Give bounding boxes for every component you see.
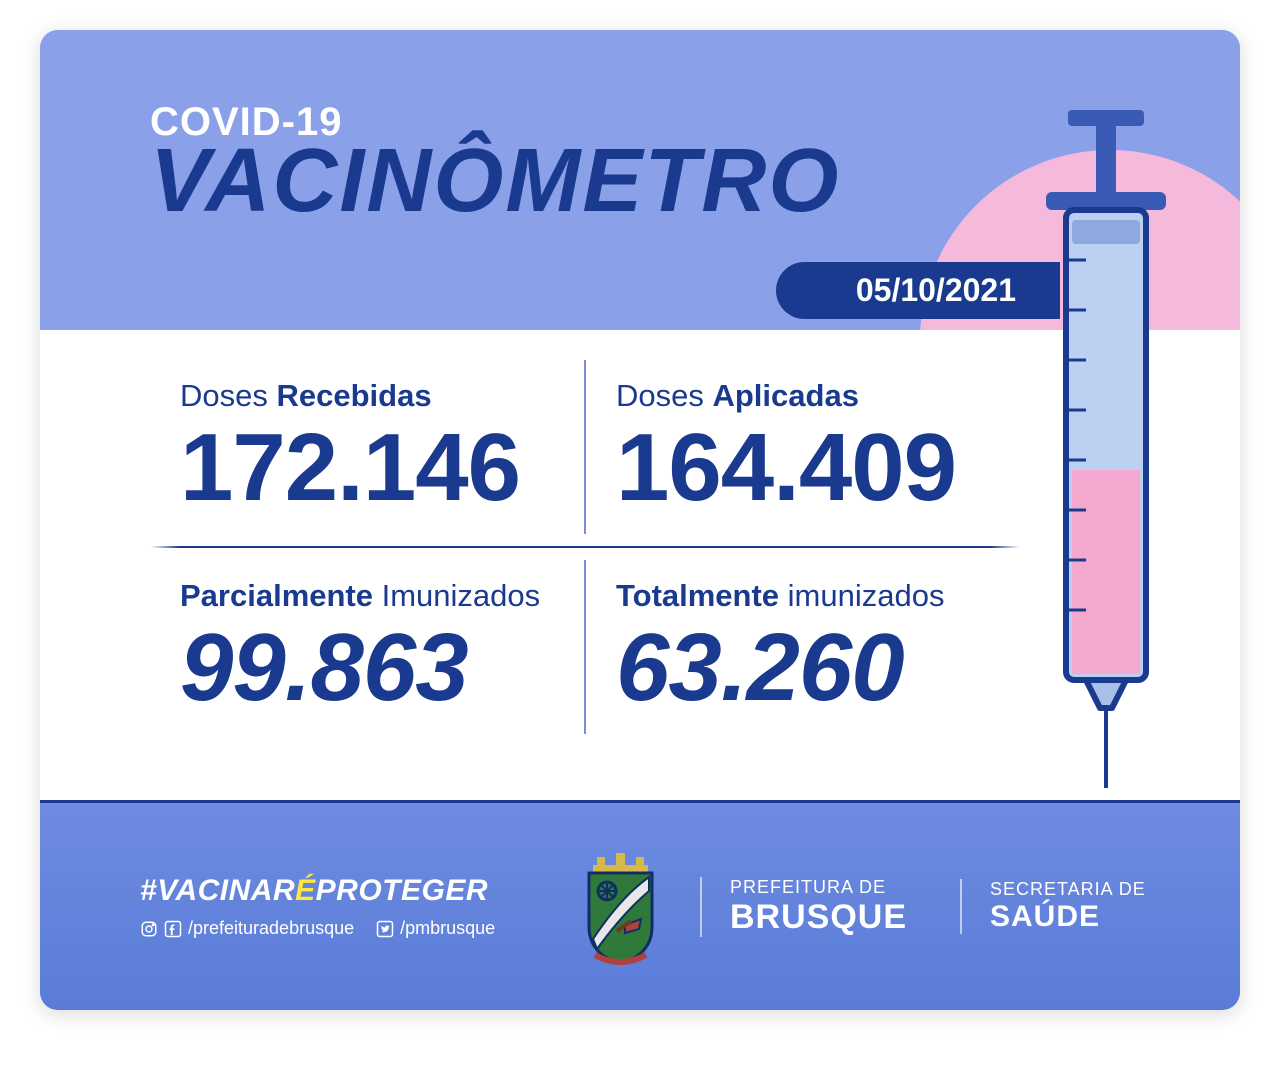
hashtag-word1: VACINAR [157, 874, 295, 907]
stat-value: 99.863 [180, 620, 554, 716]
title-block: COVID-19 VACINÔMETRO [150, 100, 840, 225]
date-pill: 05/10/2021 [776, 262, 1060, 319]
stat-parcialmente-imunizados: Parcialmente Imunizados 99.863 [150, 560, 584, 734]
stat-value: 172.146 [180, 420, 554, 516]
instagram-icon [140, 920, 158, 938]
stat-label: Parcialmente Imunizados [180, 578, 554, 614]
twitter-icon [376, 920, 394, 938]
hashtag-hash: # [140, 874, 157, 907]
footer-org: PREFEITURA DE BRUSQUE [700, 877, 960, 937]
org-small: PREFEITURA DE [730, 877, 960, 898]
social-item-twitter: /pmbrusque [376, 918, 495, 939]
dept-small: SECRETARIA DE [990, 879, 1180, 900]
social-handles: /prefeituradebrusque /pmbrusque [140, 918, 560, 939]
stat-label-bold: Recebidas [276, 378, 431, 413]
stat-totalmente-imunizados: Totalmente imunizados 63.260 [584, 560, 1020, 734]
stat-label-light: Doses [616, 378, 712, 413]
syringe-icon [1036, 110, 1176, 790]
stat-label: Doses Aplicadas [616, 378, 990, 414]
org-big: BRUSQUE [730, 898, 960, 937]
stat-doses-aplicadas: Doses Aplicadas 164.409 [584, 360, 1020, 534]
stat-label-bold: Totalmente [616, 578, 788, 613]
social-handle-1: /prefeituradebrusque [188, 918, 354, 939]
stat-label-light: Doses [180, 378, 276, 413]
hashtag-word2: PROTEGER [316, 874, 488, 907]
stat-value: 164.409 [616, 420, 990, 516]
stat-label: Totalmente imunizados [616, 578, 990, 614]
data-row-1: Doses Recebidas 172.146 Doses Aplicadas … [150, 360, 1020, 534]
hashtag-yellow: É [295, 874, 316, 907]
row-divider [150, 546, 1020, 548]
stat-label-light: Imunizados [382, 578, 541, 613]
stat-label-bold: Aplicadas [712, 378, 858, 413]
stat-doses-recebidas: Doses Recebidas 172.146 [150, 360, 584, 534]
stat-label-light: imunizados [788, 578, 945, 613]
social-handle-2: /pmbrusque [400, 918, 495, 939]
footer-dept: SECRETARIA DE SAÚDE [960, 879, 1180, 934]
footer: #VACINARÉPROTEGER /prefeituradebrusque /… [40, 800, 1240, 1010]
stat-label: Doses Recebidas [180, 378, 554, 414]
social-item-instagram-facebook: /prefeituradebrusque [140, 918, 354, 939]
infographic-card: COVID-19 VACINÔMETRO 05/10/2021 Doses Re… [40, 30, 1240, 1010]
facebook-icon [164, 920, 182, 938]
stat-label-bold: Parcialmente [180, 578, 382, 613]
main-title: VACINÔMETRO [150, 139, 840, 225]
hashtag: #VACINARÉPROTEGER [140, 874, 560, 908]
city-crest [560, 847, 680, 967]
stat-value: 63.260 [616, 620, 990, 716]
dept-big: SAÚDE [990, 900, 1180, 934]
footer-left: #VACINARÉPROTEGER /prefeituradebrusque /… [140, 874, 560, 939]
crest-icon [573, 847, 668, 967]
data-row-2: Parcialmente Imunizados 99.863 Totalment… [150, 560, 1020, 734]
